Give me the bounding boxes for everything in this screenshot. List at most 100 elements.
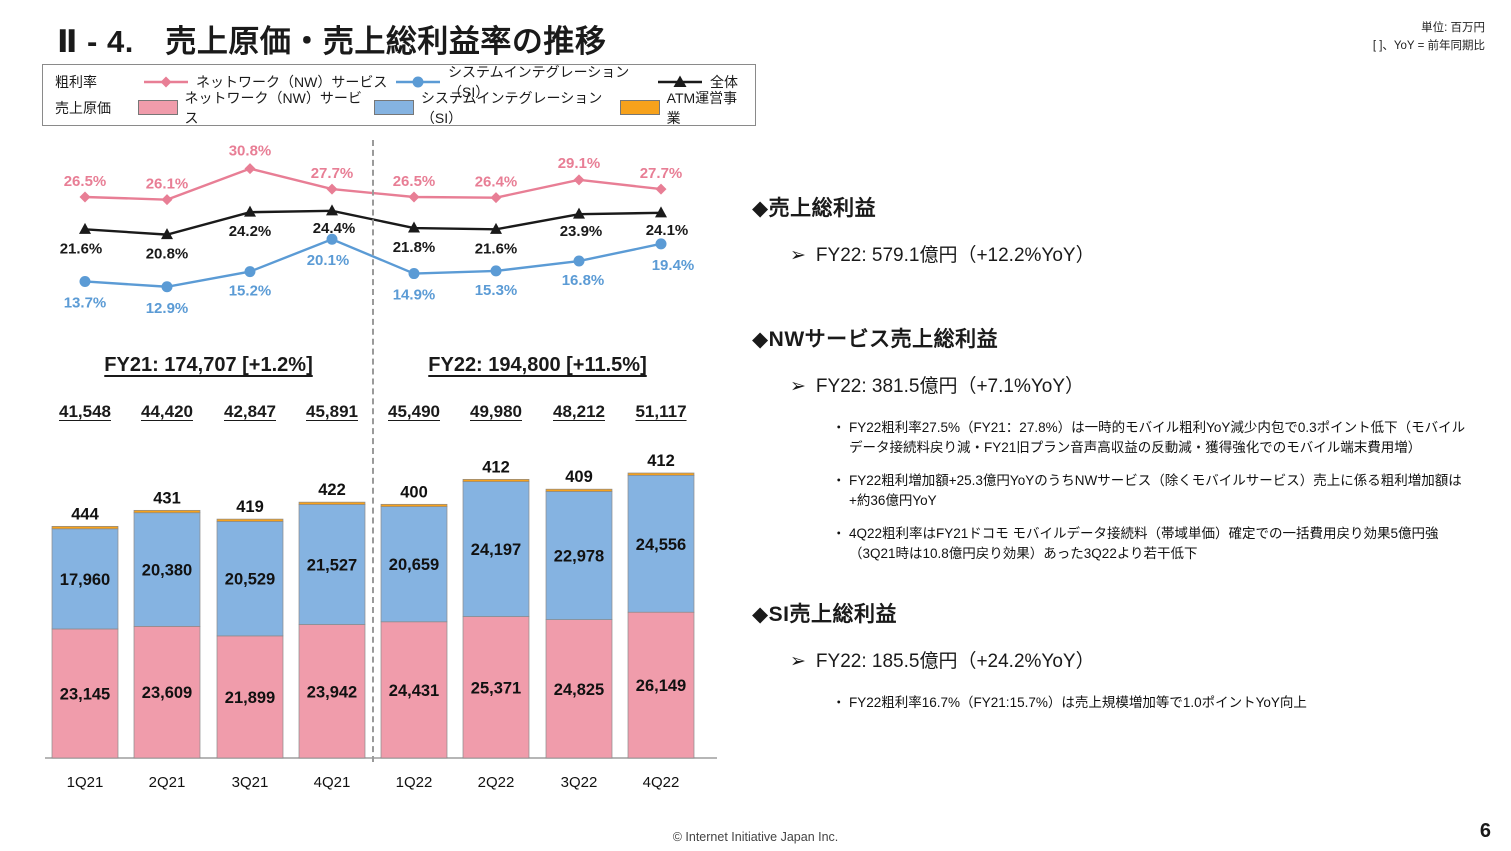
circle-marker (79, 275, 91, 287)
bar-value-atm: 422 (318, 481, 346, 499)
triangle-marker (408, 221, 420, 233)
x-axis-label: 3Q22 (560, 774, 598, 791)
margin-value-label: 15.3% (475, 282, 518, 299)
bar-value-atm: 409 (565, 468, 593, 486)
notes-column: ◆売上総利益 ➢ FY22: 579.1億円（+12.2%YoY） ◆NWサービス… (752, 192, 1468, 726)
margin-value-label: 26.4% (475, 174, 518, 191)
margin-value-label: 30.8% (229, 143, 272, 160)
margin-value-label: 15.2% (229, 283, 272, 300)
legend-item-label: ネットワーク（NW）サービス (184, 89, 362, 126)
margin-value-label: 29.1% (558, 155, 601, 172)
bar-value-nw: 23,145 (60, 685, 110, 703)
section-heading: ◆NWサービス売上総利益 (752, 328, 999, 351)
circle-marker (326, 233, 338, 245)
bar-segment-atm (545, 488, 613, 492)
margin-value-label: 21.6% (60, 240, 103, 257)
bar-segment-si (51, 528, 119, 630)
triangle-marker (655, 206, 667, 218)
margin-value-label: 21.8% (393, 239, 436, 256)
triangle-marker (244, 205, 256, 217)
bar-value-si: 21,527 (307, 557, 357, 575)
diamond-marker (326, 183, 338, 195)
footer-copyright: © Internet Initiative Japan Inc. (672, 830, 839, 844)
legend-item-label: ネットワーク（NW）サービス (196, 74, 388, 91)
arrow-bullet-icon: ➢ (790, 650, 806, 672)
bar-segment-atm (380, 503, 448, 507)
unit-note-line2: [ ]、YoY = 前年同期比 (1372, 39, 1485, 52)
legend-item-overall-margin: 全体 (657, 72, 738, 92)
arrow-bullet-icon: ➢ (790, 245, 806, 266)
bar-segment-nw (298, 624, 366, 759)
circle-marker (655, 238, 667, 250)
fy-totals-row: FY21: 174,707 [+1.2%] FY22: 194,800 [+11.… (45, 354, 735, 388)
section-lead: ➢ FY22: 579.1億円（+12.2%YoY） (790, 245, 1095, 266)
circle-line-marker-icon (396, 76, 440, 88)
bar-segment-si (627, 474, 695, 613)
note-bullet: ・ 4Q22粗利率はFY21ドコモ モバイルデータ接続料（帯域単価）確定での一括費… (832, 524, 1468, 564)
bar-segment-si (462, 481, 530, 617)
x-axis-label: 1Q21 (66, 774, 104, 791)
margin-value-label: 16.8% (562, 272, 605, 289)
diamond-marker (161, 194, 173, 206)
bar-value-si: 24,197 (471, 541, 521, 559)
diamond-bullet-icon: ◆ (752, 197, 769, 220)
diamond-marker (408, 191, 420, 203)
diamond-bullet-icon: ◆ (752, 328, 769, 351)
triangle-marker (573, 207, 585, 219)
legend-row-label: 売上原価 (55, 99, 111, 116)
legend-item-si-margin: システムインテグレーション（SI） (395, 62, 657, 102)
bar-segment-atm (216, 518, 284, 522)
chart-area: 26.5% 26.1% 30.8% 27.7% 26.5% 26.4% 29.1% 27.7%… (45, 138, 735, 800)
legend-item-label: システムインテグレーション（SI） (448, 64, 630, 101)
x-axis-label: 3Q21 (231, 774, 269, 791)
margin-value-label: 20.1% (307, 252, 350, 269)
arrow-bullet-icon: ➢ (790, 376, 806, 397)
x-axis-labels: 1Q21 2Q21 3Q21 4Q21 1Q22 2Q22 3Q22 4Q22 (45, 774, 735, 800)
bar-value-atm: 431 (153, 489, 181, 507)
legend-item-nw-cost: ネットワーク（NW）サービス (137, 88, 374, 128)
atm-swatch-icon (619, 100, 660, 116)
bar-segment-si (216, 521, 284, 637)
bar-value-atm: 412 (482, 458, 510, 476)
x-axis-label: 1Q22 (395, 774, 433, 791)
legend-item-label: ATM運営事業 (666, 89, 738, 126)
bar-value-si: 20,659 (389, 556, 439, 574)
bar-segment-nw (380, 621, 448, 759)
circle-marker (408, 268, 420, 280)
chart-legend: 粗利率 ネットワーク（NW）サービス システムインテグレーション（SI） 全体 … (42, 64, 756, 126)
margin-value-label: 26.5% (393, 173, 436, 190)
quarter-total-label: 45,891 (306, 402, 358, 421)
margin-value-label: 21.6% (475, 240, 518, 257)
margin-value-label: 23.9% (560, 223, 603, 240)
legend-item-label: システムインテグレーション（SI） (420, 89, 603, 126)
page-title: Ⅱ - 4. 売上原価・売上総利益率の推移 (57, 24, 607, 59)
legend-row-gross-margin: 粗利率 ネットワーク（NW）サービス システムインテグレーション（SI） 全体 (55, 64, 743, 100)
fy-total-label: FY21: 174,707 [+1.2%] (104, 354, 313, 376)
diamond-marker (655, 183, 667, 195)
bar-segment-nw (627, 611, 695, 759)
triangle-marker (326, 204, 338, 216)
note-bullet: ・ FY22粗利率27.5%（FY21：27.8%）は一時的モバイル粗利YoY減少… (832, 418, 1468, 458)
bar-segment-atm (462, 478, 530, 482)
quarter-total-label: 49,980 (470, 402, 522, 421)
bar-segment-nw (133, 626, 201, 759)
bar-value-atm: 444 (71, 505, 99, 523)
bar-value-nw: 24,825 (554, 681, 604, 699)
bar-value-atm: 412 (647, 452, 675, 470)
triangle-marker (161, 228, 173, 240)
quarter-total-label: 42,847 (224, 402, 276, 421)
legend-item-atm-cost: ATM運営事業 (619, 88, 743, 128)
margin-value-label: 27.7% (311, 165, 354, 182)
legend-item-si-cost: システムインテグレーション（SI） (373, 88, 620, 128)
circle-marker (244, 266, 256, 278)
legend-row-cost: 売上原価 ネットワーク（NW）サービス システムインテグレーション（SI） AT… (55, 90, 743, 126)
bar-value-nw: 25,371 (471, 679, 521, 697)
margin-value-label: 19.4% (652, 257, 695, 274)
note-bullet: ・ FY22粗利率16.7%（FY21:15.7%）は売上規模増加等で1.0ポイン… (832, 693, 1468, 713)
margin-value-label: 12.9% (146, 300, 189, 317)
dot-bullet-icon: ・ (832, 525, 846, 541)
margin-value-label: 24.1% (646, 222, 689, 239)
diamond-marker (79, 191, 91, 203)
page-number: 6 (1479, 820, 1491, 842)
bar-segment-atm (51, 525, 119, 530)
